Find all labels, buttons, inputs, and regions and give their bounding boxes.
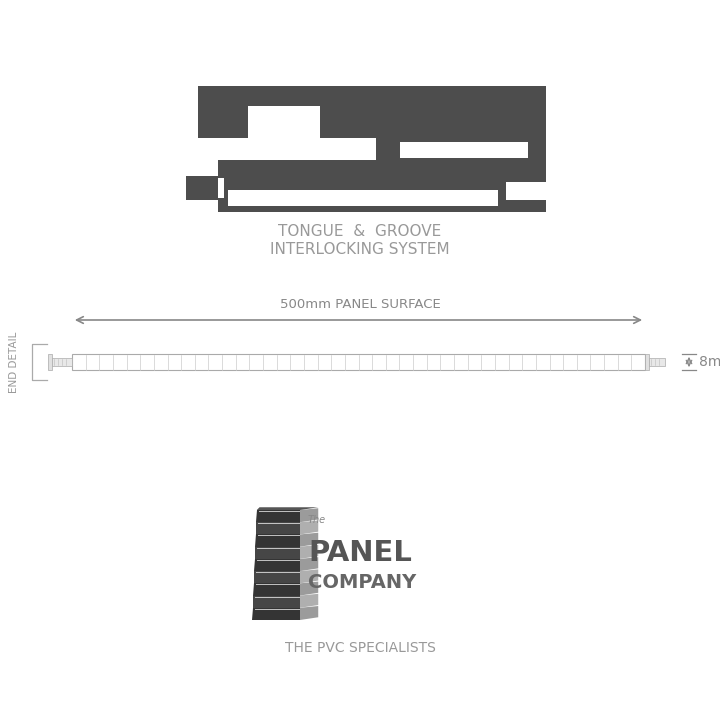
Bar — [72, 354, 645, 370]
Polygon shape — [253, 583, 300, 595]
Text: 500mm PANEL SURFACE: 500mm PANEL SURFACE — [279, 298, 441, 311]
Bar — [649, 358, 665, 366]
Bar — [400, 142, 528, 158]
Polygon shape — [300, 594, 318, 608]
Bar — [218, 178, 224, 198]
Polygon shape — [257, 508, 318, 510]
Polygon shape — [300, 606, 318, 620]
Polygon shape — [300, 570, 318, 583]
Polygon shape — [252, 608, 300, 620]
Polygon shape — [300, 533, 318, 546]
Text: The: The — [308, 515, 326, 525]
Bar — [376, 136, 546, 162]
Bar — [248, 106, 320, 138]
Bar — [198, 86, 546, 138]
Polygon shape — [255, 546, 300, 559]
Text: END DETAIL: END DETAIL — [9, 331, 19, 392]
Text: PANEL: PANEL — [308, 539, 412, 567]
Bar — [218, 160, 546, 212]
Text: INTERLOCKING SYSTEM: INTERLOCKING SYSTEM — [270, 243, 450, 258]
Polygon shape — [255, 534, 300, 546]
Bar — [48, 354, 52, 370]
Bar — [645, 354, 649, 370]
Polygon shape — [253, 571, 300, 583]
Polygon shape — [254, 559, 300, 571]
Polygon shape — [256, 510, 300, 522]
Text: COMPANY: COMPANY — [308, 574, 416, 593]
Bar — [52, 358, 72, 366]
Bar — [506, 182, 546, 200]
Polygon shape — [300, 521, 318, 534]
Polygon shape — [300, 545, 318, 559]
Polygon shape — [253, 595, 300, 608]
Polygon shape — [256, 522, 300, 534]
Bar — [228, 190, 498, 206]
Text: THE PVC SPECIALISTS: THE PVC SPECIALISTS — [284, 641, 436, 655]
Polygon shape — [300, 508, 318, 522]
Text: 8mm: 8mm — [699, 355, 720, 369]
Polygon shape — [300, 557, 318, 571]
Bar — [186, 176, 238, 200]
Text: TONGUE  &  GROOVE: TONGUE & GROOVE — [279, 225, 441, 240]
Polygon shape — [300, 582, 318, 595]
